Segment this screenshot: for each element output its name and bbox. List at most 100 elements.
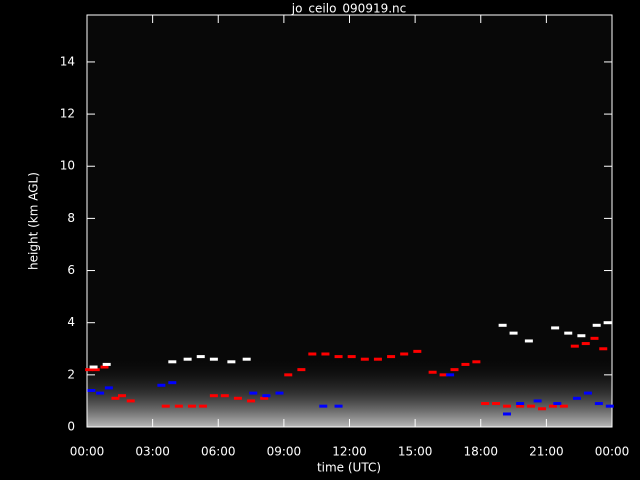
cloud-base-point [577, 334, 586, 338]
cloud-base-point [400, 352, 409, 356]
cloud-base-point [233, 396, 242, 400]
cloud-base-point [446, 373, 455, 377]
cloud-base-point [102, 362, 111, 366]
cloud-base-point [89, 365, 98, 369]
y-tick-label: 12 [60, 107, 75, 121]
x-tick-label: 00:00 [70, 445, 105, 459]
cloud-base-point [174, 404, 183, 408]
x-axis-label: time (UTC) [317, 461, 381, 475]
cloud-base-point [91, 368, 100, 372]
x-tick-label: 09:00 [267, 445, 302, 459]
x-tick-label: 12:00 [332, 445, 367, 459]
cloud-base-point [472, 360, 481, 364]
cloud-base-point [450, 368, 459, 372]
y-tick-label: 6 [67, 263, 75, 277]
cloud-base-point [168, 360, 177, 364]
cloud-base-point [347, 355, 356, 359]
cloud-base-point [96, 391, 105, 395]
x-tick-label: 00:00 [595, 445, 630, 459]
y-tick-label: 2 [67, 367, 75, 381]
cloud-base-point [524, 339, 533, 343]
x-tick-label: 03:00 [135, 445, 170, 459]
cloud-base-point [319, 404, 328, 408]
cloud-base-point [548, 404, 557, 408]
backscatter-field [87, 355, 612, 427]
cloud-base-point [188, 404, 196, 408]
x-tick-label: 15:00 [398, 445, 433, 459]
cloud-base-point [553, 402, 562, 406]
y-tick-label: 14 [60, 54, 75, 68]
cloud-base-point [387, 355, 396, 359]
y-tick-label: 0 [67, 420, 75, 434]
cloud-base-point [551, 326, 560, 330]
cloud-base-point [111, 396, 120, 400]
cloud-base-point [509, 331, 518, 335]
cloud-base-point [564, 331, 573, 335]
cloud-base-point [161, 404, 170, 408]
cloud-base-point [360, 357, 369, 361]
cloud-base-point [533, 399, 542, 403]
cloud-base-point [297, 368, 306, 372]
cloud-base-point [334, 355, 343, 359]
cloud-base-point [527, 404, 536, 408]
y-tick-label: 8 [67, 211, 75, 225]
cloud-base-point [439, 373, 448, 377]
x-tick-label: 18:00 [463, 445, 498, 459]
y-axis-label: height (km AGL) [27, 172, 41, 270]
cloud-base-point [570, 344, 579, 348]
cloud-base-point [590, 336, 599, 340]
cloud-base-point [275, 391, 284, 395]
cloud-base-point [227, 360, 236, 364]
cloud-base-point [157, 383, 166, 387]
cloud-base-point [118, 394, 126, 398]
cloud-base-point [209, 394, 218, 398]
cloud-base-point [583, 391, 592, 395]
cloud-base-point [198, 404, 207, 408]
cloud-base-point [334, 404, 343, 408]
cloud-base-point [100, 365, 109, 369]
cloud-base-point [260, 396, 269, 400]
y-tick-label: 10 [60, 159, 75, 173]
cloud-base-point [605, 404, 614, 408]
cloud-base-point [573, 396, 581, 400]
cloud-base-point [284, 373, 293, 377]
y-tick-label: 4 [67, 315, 75, 329]
cloud-base-point [492, 402, 501, 406]
cloud-base-point [481, 402, 490, 406]
cloud-base-point [538, 407, 546, 411]
cloud-base-point [262, 394, 271, 398]
cloud-base-point [581, 342, 590, 346]
cloud-base-point [373, 357, 382, 361]
cloud-base-point [196, 355, 205, 359]
cloud-base-point [594, 402, 603, 406]
cloud-base-point [559, 404, 568, 408]
cloud-base-point [247, 399, 256, 403]
cloud-base-point [498, 323, 507, 327]
x-tick-label: 21:00 [529, 445, 564, 459]
chart-title: jo_ceilo_090919.nc [291, 2, 407, 16]
cloud-base-point [599, 347, 608, 351]
cloud-base-point [592, 323, 601, 327]
cloud-base-point [168, 381, 177, 385]
cloud-base-point [249, 391, 258, 395]
cloud-base-point [413, 349, 422, 353]
cloud-base-point [321, 352, 330, 356]
cloud-base-point [183, 357, 192, 361]
cloud-base-point [126, 399, 135, 403]
cloud-base-point [461, 362, 470, 366]
cloud-base-point [308, 352, 317, 356]
cloud-base-point [603, 321, 612, 325]
cloud-base-point [242, 357, 251, 361]
cloud-base-point [516, 402, 525, 406]
cloud-base-point [220, 394, 229, 398]
cloud-base-point [516, 404, 525, 408]
cloud-base-point [503, 412, 511, 416]
x-tick-label: 06:00 [201, 445, 236, 459]
cloud-base-point [104, 386, 113, 390]
cloud-base-point [87, 388, 96, 392]
cloud-base-point [503, 404, 511, 408]
cloud-base-point [209, 357, 218, 361]
cloud-base-point [428, 370, 437, 374]
cloud-base-point [85, 368, 94, 372]
